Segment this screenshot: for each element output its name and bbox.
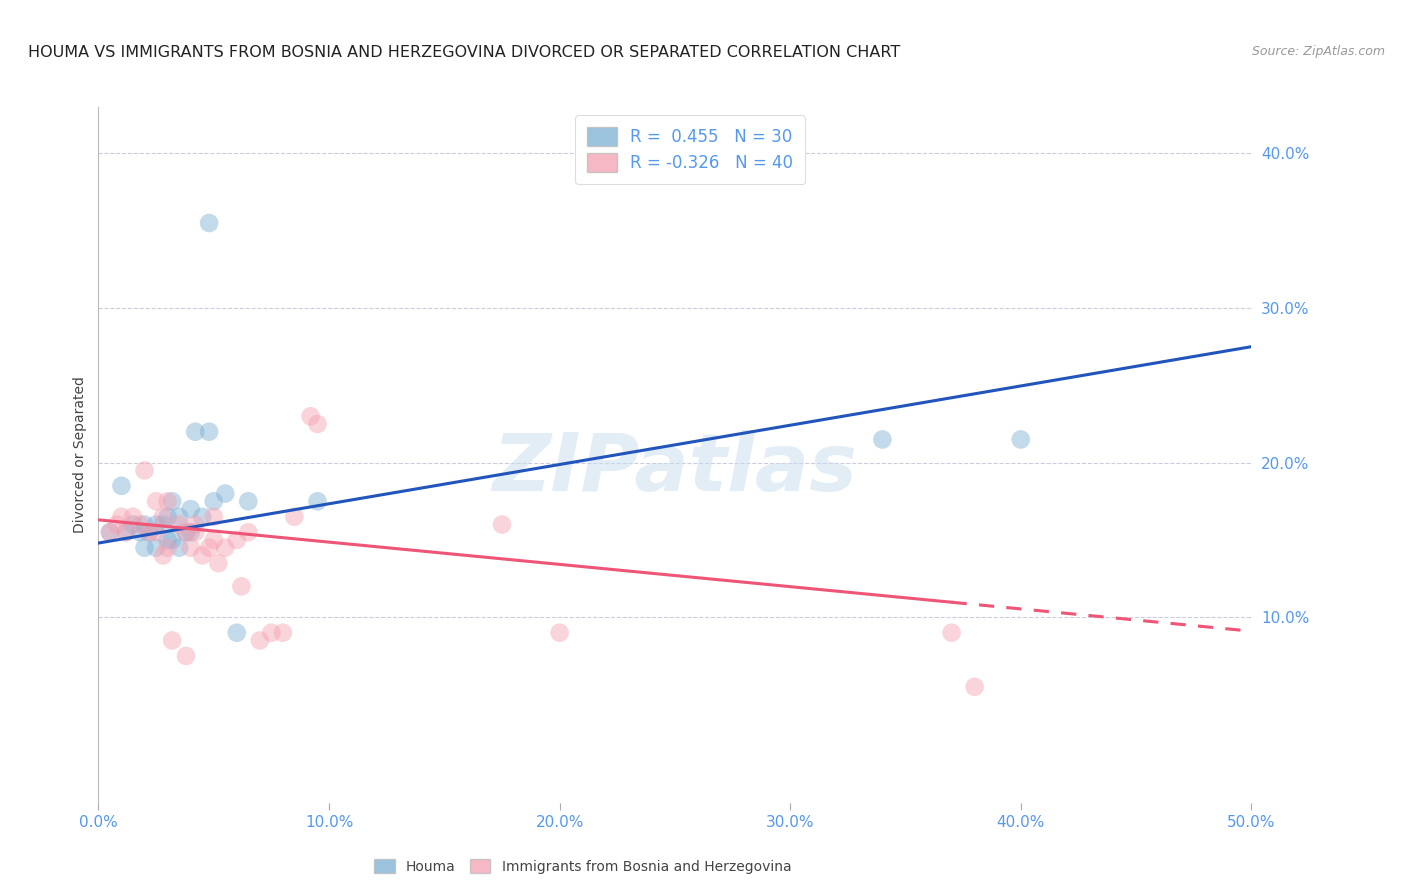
- Point: [174, 525, 197, 540]
- Point: [110, 479, 132, 493]
- Point: [202, 494, 225, 508]
- Point: [184, 525, 207, 540]
- Point: [207, 556, 229, 570]
- Point: [271, 625, 294, 640]
- Point: [214, 486, 236, 500]
- Point: [134, 463, 156, 477]
- Point: [129, 517, 152, 532]
- Text: Source: ZipAtlas.com: Source: ZipAtlas.com: [1251, 45, 1385, 58]
- Point: [963, 680, 986, 694]
- Point: [184, 517, 207, 532]
- Point: [249, 633, 271, 648]
- Point: [160, 633, 183, 648]
- Point: [198, 216, 221, 230]
- Point: [145, 525, 167, 540]
- Point: [180, 525, 202, 540]
- Point: [152, 549, 174, 563]
- Point: [145, 541, 167, 555]
- Text: ZIPatlas: ZIPatlas: [492, 430, 858, 508]
- Point: [872, 433, 894, 447]
- Point: [167, 509, 190, 524]
- Point: [156, 494, 179, 508]
- Point: [225, 533, 247, 547]
- Point: [160, 494, 183, 508]
- Point: [548, 625, 571, 640]
- Point: [98, 525, 121, 540]
- Point: [191, 509, 214, 524]
- Point: [115, 525, 138, 540]
- Point: [231, 579, 253, 593]
- Legend: Houma, Immigrants from Bosnia and Herzegovina: Houma, Immigrants from Bosnia and Herzeg…: [368, 854, 797, 880]
- Point: [122, 517, 145, 532]
- Point: [167, 541, 190, 555]
- Point: [283, 509, 305, 524]
- Point: [202, 509, 225, 524]
- Point: [129, 525, 152, 540]
- Point: [152, 517, 174, 532]
- Point: [145, 494, 167, 508]
- Point: [152, 509, 174, 524]
- Point: [238, 525, 260, 540]
- Point: [145, 517, 167, 532]
- Point: [174, 525, 197, 540]
- Point: [138, 525, 160, 540]
- Point: [1010, 433, 1032, 447]
- Point: [115, 525, 138, 540]
- Point: [238, 494, 260, 508]
- Point: [299, 409, 322, 424]
- Point: [156, 509, 179, 524]
- Point: [214, 541, 236, 555]
- Point: [225, 625, 247, 640]
- Point: [160, 533, 183, 547]
- Point: [134, 541, 156, 555]
- Point: [191, 549, 214, 563]
- Text: HOUMA VS IMMIGRANTS FROM BOSNIA AND HERZEGOVINA DIVORCED OR SEPARATED CORRELATIO: HOUMA VS IMMIGRANTS FROM BOSNIA AND HERZ…: [28, 45, 900, 60]
- Point: [110, 509, 132, 524]
- Point: [202, 533, 225, 547]
- Point: [180, 541, 202, 555]
- Point: [156, 533, 179, 547]
- Point: [307, 417, 329, 431]
- Point: [98, 525, 121, 540]
- Point: [198, 425, 221, 439]
- Point: [307, 494, 329, 508]
- Point: [174, 648, 197, 663]
- Y-axis label: Divorced or Separated: Divorced or Separated: [73, 376, 87, 533]
- Point: [260, 625, 283, 640]
- Point: [138, 525, 160, 540]
- Point: [122, 509, 145, 524]
- Point: [184, 425, 207, 439]
- Point: [134, 517, 156, 532]
- Point: [491, 517, 513, 532]
- Point: [105, 517, 128, 532]
- Point: [198, 541, 221, 555]
- Point: [167, 517, 190, 532]
- Point: [180, 502, 202, 516]
- Point: [156, 541, 179, 555]
- Point: [941, 625, 963, 640]
